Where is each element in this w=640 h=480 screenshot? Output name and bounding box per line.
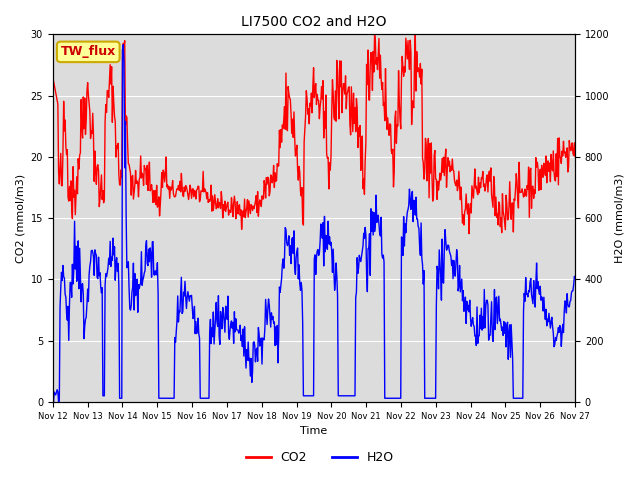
Y-axis label: CO2 (mmol/m3): CO2 (mmol/m3) bbox=[15, 174, 25, 263]
Y-axis label: H2O (mmol/m3): H2O (mmol/m3) bbox=[615, 173, 625, 263]
Title: LI7500 CO2 and H2O: LI7500 CO2 and H2O bbox=[241, 15, 387, 29]
Text: TW_flux: TW_flux bbox=[61, 46, 116, 59]
Legend: CO2, H2O: CO2, H2O bbox=[241, 446, 399, 469]
X-axis label: Time: Time bbox=[300, 426, 328, 436]
